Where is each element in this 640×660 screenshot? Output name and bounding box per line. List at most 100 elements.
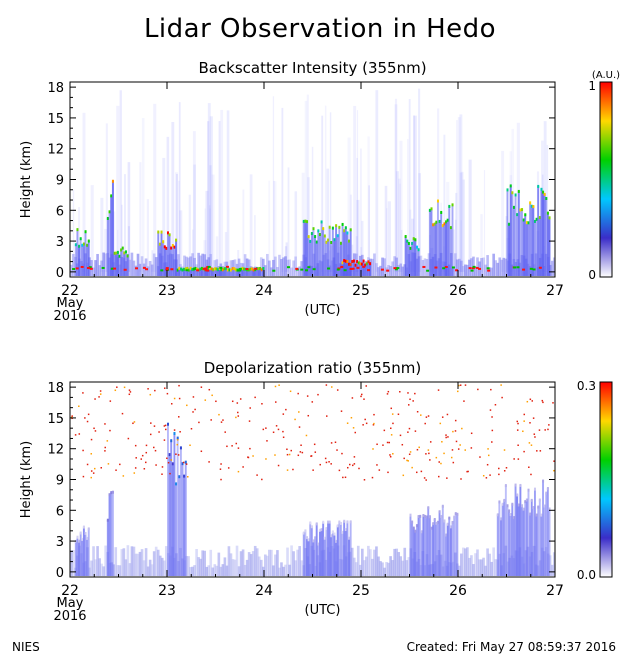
feature-column — [412, 527, 415, 576]
noise-point — [242, 466, 244, 468]
boundary-layer-column — [100, 260, 103, 276]
boundary-layer-column — [237, 258, 241, 276]
signal-streak — [192, 229, 194, 272]
boundary-layer-column — [259, 257, 263, 276]
signal-streak — [459, 172, 463, 272]
noise-point — [360, 395, 362, 398]
boundary-layer-column — [229, 553, 233, 576]
feature-column — [522, 219, 525, 276]
signal-streak — [394, 104, 398, 272]
feature-column — [432, 523, 435, 576]
feature-edge — [542, 190, 545, 194]
boundary-layer-column — [286, 547, 289, 576]
signal-streak — [360, 148, 362, 272]
feature-edge — [359, 262, 362, 266]
surface-point — [86, 267, 90, 270]
noise-point — [282, 436, 285, 439]
noise-point — [248, 420, 251, 422]
boundary-layer-column — [96, 253, 99, 276]
signal-streak — [413, 115, 417, 272]
feature-column — [82, 526, 85, 576]
signal-streak — [347, 137, 351, 272]
feature-edge — [545, 196, 548, 200]
noise-point — [346, 422, 349, 424]
feature-column — [519, 484, 522, 576]
feature-edge — [532, 205, 535, 209]
noise-point — [330, 463, 332, 465]
colorbar-min-label: 0.0 — [577, 568, 596, 582]
feature-edge — [106, 518, 109, 522]
surface-point — [475, 266, 479, 269]
feature-edge — [310, 232, 313, 236]
signal-streak — [400, 229, 403, 272]
feature-edge — [454, 512, 457, 516]
feature-edge — [344, 259, 347, 263]
feature-column — [165, 247, 168, 276]
feature-edge — [344, 226, 347, 230]
feature-column — [522, 508, 525, 576]
boundary-layer-column — [526, 546, 530, 576]
boundary-layer-column — [385, 562, 388, 576]
surface-points — [72, 265, 542, 272]
boundary-layer-column — [425, 258, 429, 276]
signal-streak — [413, 115, 415, 272]
boundary-layer-column — [270, 267, 273, 276]
noise-point — [491, 429, 494, 432]
noise-point — [208, 461, 210, 463]
noise-point — [166, 457, 168, 460]
boundary-layer-column — [278, 567, 281, 576]
signal-streak — [418, 173, 421, 272]
feature-column — [186, 267, 189, 276]
boundary-layer-column — [150, 564, 154, 576]
boundary-layer-column — [116, 565, 120, 576]
boundary-layer-column — [154, 257, 158, 276]
noise-point — [189, 444, 191, 447]
feature-edge — [407, 241, 410, 245]
noise-point — [211, 394, 213, 397]
feature-edge — [86, 243, 89, 247]
boundary-layer-column — [288, 564, 291, 576]
feature-1 — [106, 490, 114, 576]
feature-column — [171, 463, 174, 576]
boundary-layer-column — [472, 564, 475, 576]
feature-column — [260, 269, 263, 276]
signal-streak — [119, 90, 122, 272]
noise-point — [503, 449, 506, 451]
boundary-layer-column — [144, 548, 148, 576]
feature-edge — [315, 240, 318, 244]
signal-streak — [192, 131, 196, 272]
boundary-layer-column — [298, 546, 301, 576]
surface-point — [455, 269, 459, 272]
noise-point — [350, 416, 353, 419]
feature-edge — [175, 482, 178, 486]
boundary-layer-column — [98, 265, 101, 276]
noise-point — [82, 475, 85, 478]
feature-column — [453, 516, 456, 576]
feature-edge — [176, 436, 179, 440]
feature-column — [179, 268, 182, 276]
feature-column — [115, 252, 118, 276]
surface-point — [170, 268, 174, 271]
feature-edge — [118, 254, 121, 258]
feature-edge — [364, 263, 367, 267]
feature-column — [354, 264, 357, 276]
feature-column — [496, 514, 499, 576]
feature-edge — [163, 245, 166, 249]
feature-edge — [356, 260, 359, 264]
noise-point — [354, 431, 357, 434]
feature-edge — [167, 231, 169, 235]
signal-streak — [356, 110, 359, 272]
noise-point — [311, 401, 314, 403]
feature-column — [255, 268, 258, 276]
noise-point — [194, 408, 196, 411]
boundary-layer-column — [162, 560, 166, 576]
signal-streak — [457, 117, 461, 272]
feature-column — [188, 269, 190, 276]
surface-point — [444, 265, 448, 268]
feature-edge — [369, 262, 372, 266]
feature-column — [443, 223, 446, 276]
feature-edge — [511, 502, 514, 506]
feature-edge — [84, 531, 87, 535]
feature-edge — [328, 225, 331, 229]
noise-point — [289, 390, 292, 393]
